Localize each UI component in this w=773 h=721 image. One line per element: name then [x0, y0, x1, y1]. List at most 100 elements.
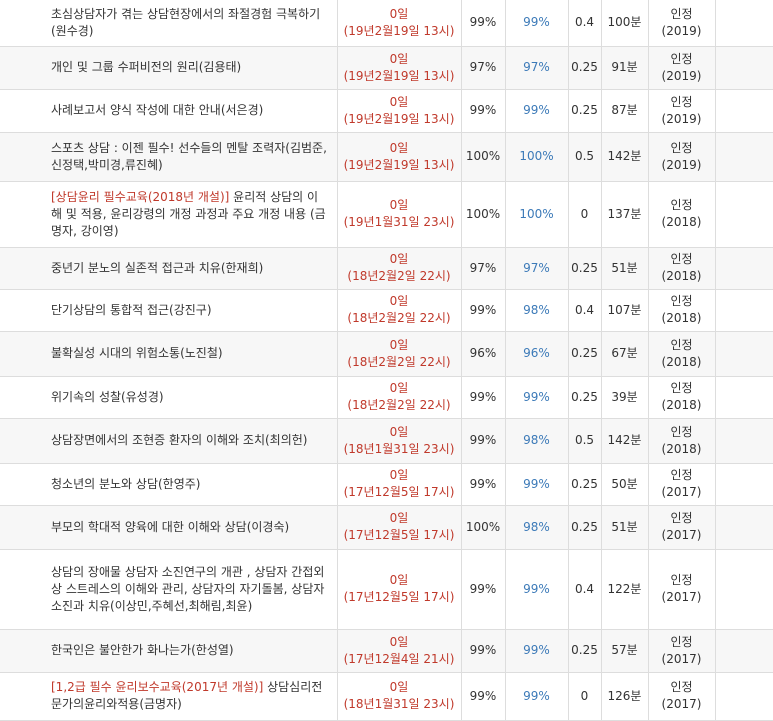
table-row[interactable]: 상담장면에서의 조현증 환자의 이해와 조치(최의헌) 0일 (18년1월31일 …: [0, 418, 773, 464]
empty-cell: [714, 672, 773, 721]
attendance-rate: 97%: [504, 247, 568, 290]
progress-rate: 99%: [460, 89, 505, 133]
course-title[interactable]: 초심상담자가 겪는 상담현장에서의 좌절경험 극복하기(원수경): [0, 0, 337, 47]
table-row[interactable]: 상담의 장애물 상담자 소진연구의 개관 , 상담자 간접외상 스트레스의 이해…: [0, 549, 773, 630]
status-year: (2017): [661, 590, 702, 604]
table-row[interactable]: 한국인은 불안한가 화나는가(한성열) 0일 (17년12월4일 21시) 99%…: [0, 629, 773, 673]
course-title-text: 개인 및 그룹 수퍼비전의 원리(김용태): [51, 60, 242, 74]
status-label: 인정: [670, 252, 693, 266]
deadline-date: (19년1월31일 23시): [343, 215, 455, 229]
empty-cell: [714, 376, 773, 419]
status-cell: 인정 (2018): [647, 289, 715, 332]
remaining-days: 0일: [389, 252, 409, 266]
remaining-days: 0일: [389, 511, 409, 525]
status-label: 인정: [670, 468, 693, 482]
empty-cell: [714, 132, 773, 182]
course-title-text: 상담장면에서의 조현증 환자의 이해와 조치(최의헌): [51, 433, 308, 447]
table-row[interactable]: 단기상담의 통합적 접근(강진구) 0일 (18년2월2일 22시) 99% 98…: [0, 289, 773, 332]
remaining-days: 0일: [389, 424, 409, 439]
table-row[interactable]: 스포츠 상담 : 이젠 필수! 선수들의 멘탈 조력자(김범준, 신정택,박미경…: [0, 132, 773, 182]
status-year: (2017): [661, 651, 702, 666]
status-cell: 인정 (2018): [647, 418, 715, 464]
course-title-text: 상담심리전문가의윤리와적용(금명자): [51, 680, 323, 711]
course-title[interactable]: 부모의 학대적 양육에 대한 이해와 상담(이경숙): [0, 505, 337, 550]
table-row[interactable]: [상담윤리 필수교육(2018년 개설)] 윤리적 상담의 이해 및 적용, 윤…: [0, 181, 773, 248]
status-label: 인정: [670, 198, 693, 212]
status-cell: 인정 (2019): [647, 0, 715, 47]
deadline-date: (19년2월19일 13시): [343, 23, 455, 38]
course-title[interactable]: 중년기 분노의 실존적 접근과 치유(한재희): [0, 247, 337, 290]
course-highlight: [1,2급 필수 윤리보수교육(2017년 개설)]: [51, 680, 264, 694]
deadline-date: (19년2월19일 13시): [343, 111, 455, 126]
empty-cell: [714, 629, 773, 673]
status-year: (2018): [661, 269, 702, 283]
deadline-date: (18년2월2일 22시): [347, 269, 451, 283]
empty-cell: [714, 331, 773, 377]
status-cell: 인정 (2019): [647, 89, 715, 133]
status-label: 인정: [670, 511, 693, 525]
remaining-days: 0일: [389, 680, 409, 694]
attendance-rate: 100%: [504, 132, 568, 182]
course-title[interactable]: 불확실성 시대의 위험소통(노진철): [0, 331, 337, 377]
course-title[interactable]: 사례보고서 양식 작성에 대한 안내(서은경): [0, 89, 337, 133]
credit: 0.25: [567, 629, 601, 673]
remaining-days: 0일: [389, 381, 409, 395]
table-row[interactable]: 불확실성 시대의 위험소통(노진철) 0일 (18년2월2일 22시) 96% 9…: [0, 331, 773, 377]
status-year: (2017): [661, 528, 702, 542]
status-year: (2019): [661, 157, 702, 172]
course-title[interactable]: [상담윤리 필수교육(2018년 개설)] 윤리적 상담의 이해 및 적용, 윤…: [0, 181, 337, 248]
course-title[interactable]: 한국인은 불안한가 화나는가(한성열): [0, 629, 337, 673]
duration: 142분: [600, 418, 648, 464]
status-year: (2018): [661, 215, 702, 229]
table-row[interactable]: 부모의 학대적 양육에 대한 이해와 상담(이경숙) 0일 (17년12월5일 1…: [0, 505, 773, 550]
status-year: (2018): [661, 354, 702, 369]
attendance-rate: 98%: [504, 289, 568, 332]
deadline-cell: 0일 (17년12월5일 17시): [336, 463, 461, 506]
deadline-cell: 0일 (19년2월19일 13시): [336, 89, 461, 133]
course-title[interactable]: 스포츠 상담 : 이젠 필수! 선수들의 멘탈 조력자(김범준, 신정택,박미경…: [0, 132, 337, 182]
table-row[interactable]: [1,2급 필수 윤리보수교육(2017년 개설)] 상담심리전문가의윤리와적용…: [0, 672, 773, 721]
table-row[interactable]: 개인 및 그룹 수퍼비전의 원리(김용태) 0일 (19년2월19일 13시) 9…: [0, 46, 773, 90]
duration: 142분: [600, 132, 648, 182]
credit: 0.25: [567, 463, 601, 506]
progress-rate: 100%: [460, 132, 505, 182]
deadline-date: (18년2월2일 22시): [347, 354, 451, 369]
duration: 50분: [600, 463, 648, 506]
table-row[interactable]: 중년기 분노의 실존적 접근과 치유(한재희) 0일 (18년2월2일 22시) …: [0, 247, 773, 290]
remaining-days: 0일: [389, 573, 409, 587]
remaining-days: 0일: [389, 634, 409, 649]
duration: 67분: [600, 331, 648, 377]
status-label: 인정: [670, 51, 693, 66]
progress-rate: 100%: [460, 181, 505, 248]
attendance-rate: 99%: [504, 629, 568, 673]
deadline-cell: 0일 (18년2월2일 22시): [336, 376, 461, 419]
course-title[interactable]: 개인 및 그룹 수퍼비전의 원리(김용태): [0, 46, 337, 90]
course-title[interactable]: 상담장면에서의 조현증 환자의 이해와 조치(최의헌): [0, 418, 337, 464]
course-title[interactable]: 상담의 장애물 상담자 소진연구의 개관 , 상담자 간접외상 스트레스의 이해…: [0, 549, 337, 630]
progress-rate: 99%: [460, 0, 505, 47]
duration: 51분: [600, 505, 648, 550]
course-title[interactable]: 위기속의 성찰(유성경): [0, 376, 337, 419]
table-row[interactable]: 위기속의 성찰(유성경) 0일 (18년2월2일 22시) 99% 99% 0.2…: [0, 376, 773, 419]
course-title[interactable]: [1,2급 필수 윤리보수교육(2017년 개설)] 상담심리전문가의윤리와적용…: [0, 672, 337, 721]
course-title[interactable]: 청소년의 분노와 상담(한영주): [0, 463, 337, 506]
table-row[interactable]: 초심상담자가 겪는 상담현장에서의 좌절경험 극복하기(원수경) 0일 (19년2…: [0, 0, 773, 47]
empty-cell: [714, 46, 773, 90]
status-label: 인정: [670, 680, 693, 694]
table-row[interactable]: 사례보고서 양식 작성에 대한 안내(서은경) 0일 (19년2월19일 13시)…: [0, 89, 773, 133]
course-title[interactable]: 단기상담의 통합적 접근(강진구): [0, 289, 337, 332]
attendance-rate: 98%: [504, 418, 568, 464]
deadline-cell: 0일 (18년1월31일 23시): [336, 672, 461, 721]
deadline-date: (17년12월5일 17시): [343, 590, 455, 604]
empty-cell: [714, 247, 773, 290]
progress-rate: 100%: [460, 505, 505, 550]
duration: 91분: [600, 46, 648, 90]
remaining-days: 0일: [389, 6, 409, 21]
deadline-date: (19년2월19일 13시): [343, 157, 455, 172]
attendance-rate: 99%: [504, 549, 568, 630]
credit: 0.4: [567, 549, 601, 630]
status-cell: 인정 (2019): [647, 132, 715, 182]
deadline-cell: 0일 (17년12월5일 17시): [336, 549, 461, 630]
table-row[interactable]: 청소년의 분노와 상담(한영주) 0일 (17년12월5일 17시) 99% 99…: [0, 463, 773, 506]
